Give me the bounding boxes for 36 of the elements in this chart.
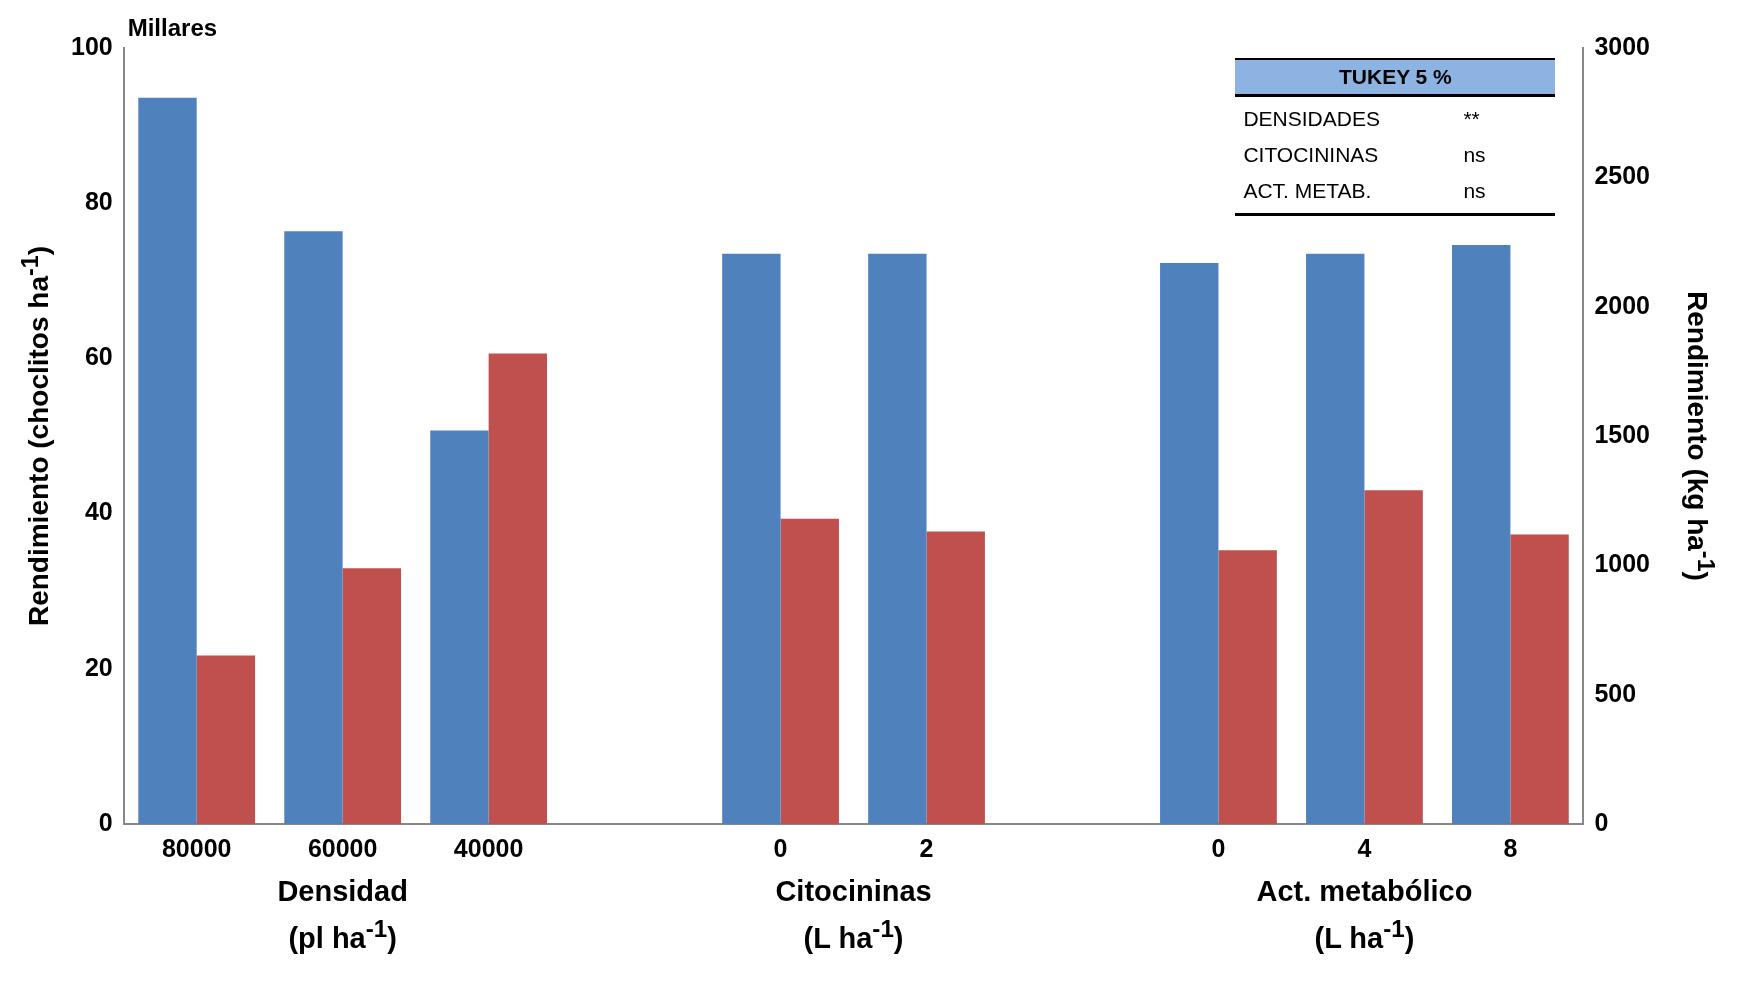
y2-tick-label: 500 [1594, 678, 1637, 707]
y-tick-label: 60 [84, 342, 113, 371]
y2-tick-label: 3000 [1594, 31, 1651, 60]
annotation: CITOCININAS [1242, 143, 1380, 167]
x-tick-label: 8 [1503, 833, 1518, 862]
y2-tick-label: 2500 [1594, 161, 1651, 190]
bar [284, 231, 343, 824]
annotation: ns [1463, 179, 1486, 203]
y2-tick-label: 1000 [1594, 549, 1651, 578]
text: Millares [127, 14, 218, 42]
x-tick-label: 0 [773, 833, 788, 862]
y2-tick-label: 0 [1594, 807, 1609, 836]
annotation: TUKEY 5 % [1235, 58, 1556, 97]
y2-tick-label: 1500 [1594, 419, 1651, 448]
y-tick-label: 0 [98, 807, 113, 836]
y-tick-label: 80 [84, 187, 113, 216]
x-tick-label: 2 [919, 833, 934, 862]
text: Densidad (pl ha$^{-1}$) [277, 874, 408, 956]
annotation: DENSIDADES [1242, 107, 1381, 131]
text: Act. metabólico (L ha$^{-1}$) [1256, 874, 1473, 956]
annotation: ns [1463, 143, 1486, 167]
bar [1160, 262, 1219, 824]
annotation: ** [1463, 107, 1480, 131]
x-tick-label: 4 [1357, 833, 1372, 862]
y-tick-label: 40 [84, 497, 113, 526]
x-tick-label: 60000 [307, 833, 378, 862]
y-tick-label: 100 [70, 31, 113, 60]
bar [138, 97, 197, 824]
bar [196, 655, 256, 824]
y-tick-label: 20 [84, 652, 113, 681]
x-tick-label: 0 [1211, 833, 1226, 862]
text: Citocininas (L ha$^{-1}$) [775, 874, 932, 956]
y2-tick-label: 2000 [1594, 290, 1651, 319]
x-tick-label: 40000 [453, 833, 524, 862]
x-tick-label: 80000 [161, 833, 232, 862]
annotation: ACT. METAB. [1242, 179, 1373, 203]
